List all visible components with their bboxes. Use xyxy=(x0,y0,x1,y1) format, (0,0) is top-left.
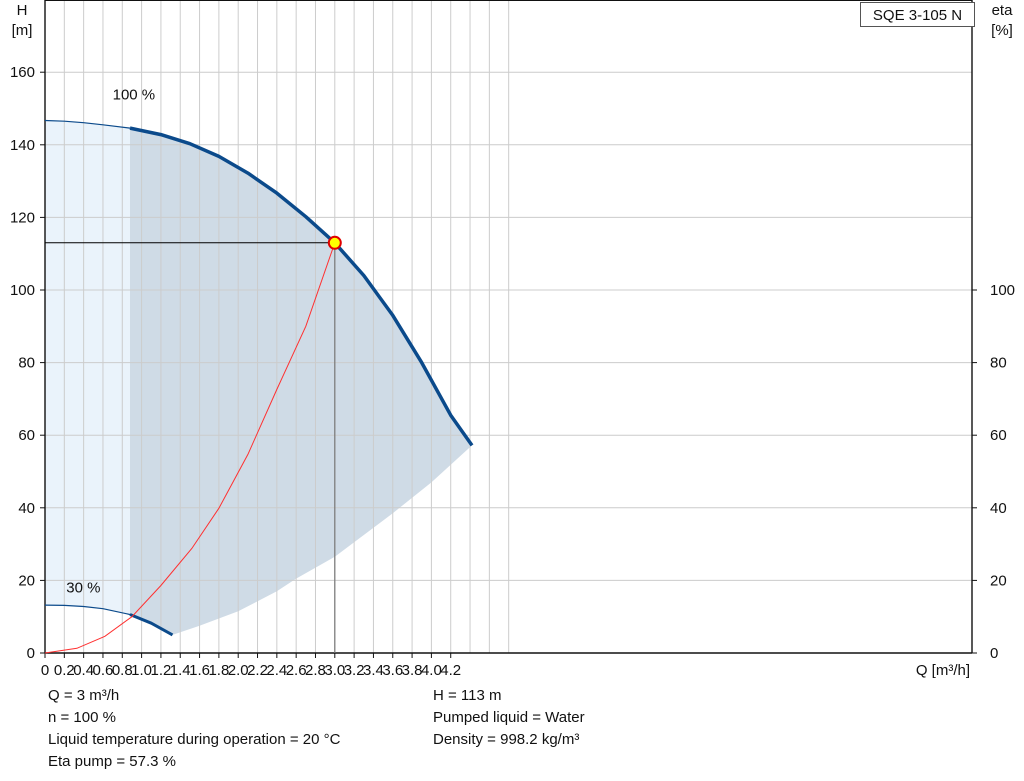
operating-area xyxy=(130,128,472,635)
x-tick-label: 0 xyxy=(41,662,49,679)
info-head: H = 113 m xyxy=(433,687,502,704)
info-eta: Eta pump = 57.3 % xyxy=(48,753,176,770)
x-tick-label: 3.2 xyxy=(344,662,365,679)
eta-tick-label: 20 xyxy=(990,572,1007,589)
eta-axis-title: [%] xyxy=(991,22,1013,39)
grid-lines xyxy=(45,0,972,653)
x-axis-title: Q [m³/h] xyxy=(916,662,970,679)
y-tick-label: 160 xyxy=(10,64,35,81)
pump-model-label: SQE 3-105 N xyxy=(860,2,975,27)
y-axis-title: H xyxy=(17,2,28,19)
x-tick-label: 2.8 xyxy=(305,662,326,679)
x-tick-label: 2.6 xyxy=(286,662,307,679)
eta-tick-label: 60 xyxy=(990,427,1007,444)
eta-tick-label: 40 xyxy=(990,500,1007,517)
info-liquid: Pumped liquid = Water xyxy=(433,709,585,726)
x-tick-label: 2.2 xyxy=(247,662,268,679)
y-tick-label: 120 xyxy=(10,209,35,226)
y-tick-label: 20 xyxy=(18,572,35,589)
eta-curve xyxy=(44,242,336,654)
eta-tick-label: 0 xyxy=(990,645,998,662)
info-left: Q = 3 m³/h n = 100 % Liquid temperature … xyxy=(48,685,340,773)
x-tick-label: 1.0 xyxy=(131,662,152,679)
eta-axis-title: eta xyxy=(992,2,1014,19)
curve-label-30: 30 % xyxy=(66,579,100,596)
y-tick-label: 40 xyxy=(18,500,35,517)
labels: 0 0.20.40.60.81.01.21.41.61.82.02.22.42.6… xyxy=(10,2,1015,679)
x-tick-label: 0.6 xyxy=(93,662,114,679)
y-tick-label: 0 xyxy=(27,645,35,662)
curve-100-percent xyxy=(129,126,474,447)
y-tick-label: 140 xyxy=(10,137,35,154)
x-tick-label: 3.6 xyxy=(382,662,403,679)
info-flow: Q = 3 m³/h xyxy=(48,687,120,704)
x-tick-label: 4.2 xyxy=(440,662,461,679)
curves xyxy=(44,119,474,654)
info-temperature: Liquid temperature during operation = 20… xyxy=(48,731,341,748)
x-tick-label: 0.4 xyxy=(73,662,94,679)
x-tick-label: 3.0 xyxy=(324,662,345,679)
x-tick-label: 3.4 xyxy=(363,662,384,679)
x-tick-label: 3.8 xyxy=(402,662,423,679)
info-density: Density = 998.2 kg/m³ xyxy=(433,731,580,748)
y-tick-label: 80 xyxy=(18,355,35,372)
x-tick-label: 1.4 xyxy=(170,662,191,679)
y-tick-label: 60 xyxy=(18,427,35,444)
x-tick-label: 1.8 xyxy=(208,662,229,679)
curve-30-percent xyxy=(129,613,174,637)
y-axis-title: [m] xyxy=(12,22,33,39)
x-tick-label: 2.4 xyxy=(266,662,287,679)
x-tick-label: 1.6 xyxy=(189,662,210,679)
area-outside-range xyxy=(45,120,131,615)
eta-tick-label: 80 xyxy=(990,355,1007,372)
info-right: H = 113 m Pumped liquid = Water Density … xyxy=(433,685,585,751)
curve-label-100: 100 % xyxy=(113,86,156,103)
axes xyxy=(40,0,977,658)
info-speed: n = 100 % xyxy=(48,709,116,726)
x-tick-label: 0.8 xyxy=(112,662,133,679)
x-tick-label: 1.2 xyxy=(150,662,171,679)
x-tick-label: 0.2 xyxy=(54,662,75,679)
y-tick-label: 100 xyxy=(10,282,35,299)
x-tick-label: 4.0 xyxy=(421,662,442,679)
eta-tick-label: 100 xyxy=(990,282,1015,299)
duty-point xyxy=(327,235,342,250)
x-tick-label: 2.0 xyxy=(228,662,249,679)
operating-areas xyxy=(45,120,472,635)
